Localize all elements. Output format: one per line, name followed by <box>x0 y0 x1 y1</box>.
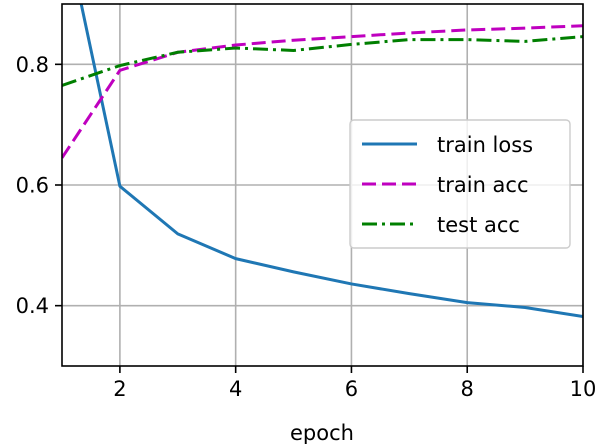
y-tick-label: 0.4 <box>16 294 49 318</box>
axes-frame <box>55 3 584 373</box>
y-tick-label: 0.8 <box>16 53 49 77</box>
series-line-train-acc <box>62 24 583 159</box>
legend-label: train loss <box>437 133 533 157</box>
series-line-test-acc <box>62 35 583 87</box>
x-tick-label: 6 <box>345 377 358 401</box>
x-tick-label: 4 <box>229 377 242 401</box>
y-tick-label: 0.6 <box>16 174 49 198</box>
series-line-train-loss <box>79 4 583 319</box>
x-tick-label: 8 <box>461 377 474 401</box>
x-tick-label: 10 <box>570 377 597 401</box>
x-axis-label: epoch <box>290 421 354 444</box>
legend-label: train acc <box>437 173 529 197</box>
legend-box <box>349 119 571 249</box>
series-lines <box>62 4 583 319</box>
legend: train loss train acc test acc <box>349 119 571 249</box>
tick-labels: 2 4 6 8 10 0.4 0.6 0.8 <box>16 53 597 401</box>
x-tick-label: 2 <box>113 377 126 401</box>
legend-label: test acc <box>437 213 520 237</box>
